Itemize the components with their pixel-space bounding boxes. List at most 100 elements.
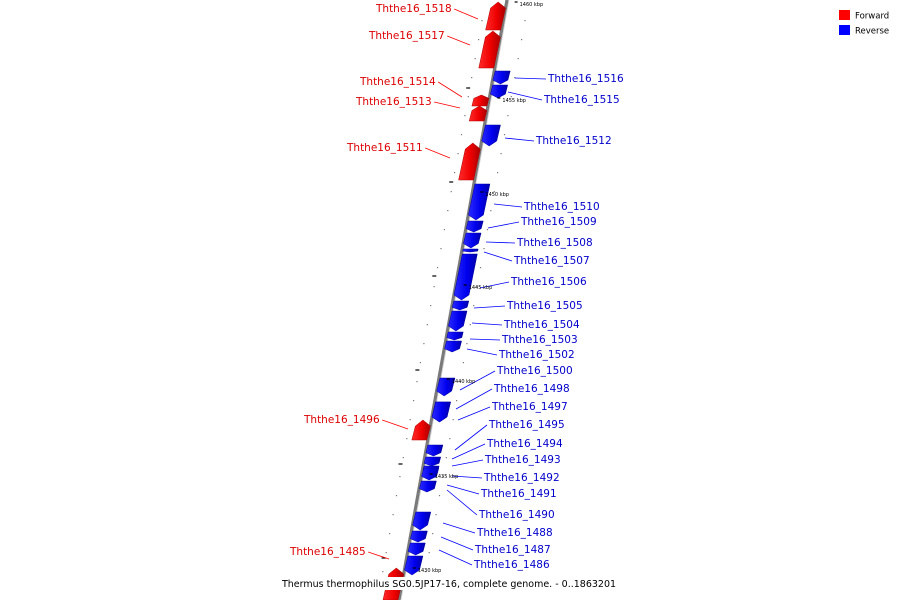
gene-label-ththe16_1492[interactable]: Ththe16_1492 [483, 472, 560, 484]
gene-glyph-ththe16_1516[interactable] [492, 70, 511, 85]
gene-label-ththe16_1506[interactable]: Ththe16_1506 [510, 276, 587, 288]
scale-dot [452, 419, 454, 421]
gene-leader-line [447, 35, 471, 46]
gene-label-ththe16_1493[interactable]: Ththe16_1493 [484, 454, 561, 466]
gene-label-ththe16_1514[interactable]: Ththe16_1514 [359, 76, 436, 88]
gene-label-ththe16_1507[interactable]: Ththe16_1507 [513, 255, 590, 267]
gene-leader-line [434, 101, 461, 109]
gene-label-ththe16_1513[interactable]: Ththe16_1513 [355, 96, 432, 108]
gene-glyph-ththe16_1518[interactable] [485, 1, 506, 31]
gene-label-ththe16_1496[interactable]: Ththe16_1496 [303, 414, 380, 426]
gene-label-ththe16_1511[interactable]: Ththe16_1511 [346, 142, 423, 154]
gene-leader-line [471, 322, 503, 326]
gene-glyph-ththe16_1487[interactable] [407, 542, 426, 556]
gene-label-ththe16_1512[interactable]: Ththe16_1512 [535, 135, 612, 147]
scale-dot [500, 153, 502, 155]
gene-leader-line [473, 305, 506, 309]
gene-leader-line [368, 551, 390, 560]
scale-dot [503, 134, 506, 136]
gene-label-ththe16_1515[interactable]: Ththe16_1515 [543, 94, 620, 106]
gene-label-ththe16_1504[interactable]: Ththe16_1504 [503, 319, 580, 331]
scale-dot [474, 58, 476, 60]
gene-glyph-ththe16_1502[interactable] [444, 340, 462, 353]
gene-leader-line [459, 370, 496, 391]
gene-glyph-ththe16_1497[interactable] [431, 401, 451, 423]
gene-glyph-ththe16_1504[interactable] [448, 310, 468, 332]
scale-dot [432, 533, 434, 535]
scale-dot [416, 381, 418, 383]
gene-glyph-ththe16_1507[interactable] [462, 248, 479, 253]
tick-layer: 1460 kbp 1455 kbp 1450 kbp 1445 kbp 1440 kbp… [412, 1, 544, 574]
gene-label-ththe16_1509[interactable]: Ththe16_1509 [520, 216, 597, 228]
gene-label-ththe16_1485[interactable]: Ththe16_1485 [289, 546, 366, 558]
scale-dot [471, 77, 473, 79]
gene-glyph-ththe16_1508[interactable] [463, 232, 482, 249]
gene-label-ththe16_1490[interactable]: Ththe16_1490 [478, 509, 555, 521]
scale-dot [459, 381, 461, 383]
gene-label-ththe16_1495[interactable]: Ththe16_1495 [488, 419, 565, 431]
gene-glyph-ththe16_1509[interactable] [465, 220, 484, 233]
gene-label-ththe16_1518[interactable]: Ththe16_1518 [375, 3, 452, 15]
gene-leader-line [514, 77, 547, 80]
gene-label-ththe16_1508[interactable]: Ththe16_1508 [516, 237, 593, 249]
gene-label-ththe16_1516[interactable]: Ththe16_1516 [547, 73, 624, 85]
scale-dot [510, 96, 512, 98]
scale-tick-label: 1450 kbp [485, 192, 509, 198]
gene-label-ththe16_1497[interactable]: Ththe16_1497 [491, 401, 568, 413]
scale-dot [423, 343, 425, 345]
gene-leader-line [483, 251, 513, 262]
gene-label-ththe16_1486[interactable]: Ththe16_1486 [473, 559, 550, 571]
scale-dot [521, 39, 523, 41]
scale-dot [473, 305, 475, 307]
scale-dot [382, 571, 384, 573]
gene-label-ththe16_1487[interactable]: Ththe16_1487 [474, 544, 551, 556]
gene-glyph-ththe16_1511[interactable] [458, 142, 481, 181]
gene-label-ththe16_1510[interactable]: Ththe16_1510 [523, 201, 600, 213]
gene-glyph-ththe16_1505[interactable] [451, 300, 470, 311]
scale-tick-label: 1460 kbp [520, 2, 544, 8]
gene-leader-line [451, 443, 486, 460]
gene-glyph-ththe16_1513[interactable] [468, 105, 488, 122]
scale-tick-label: 1445 kbp [469, 285, 493, 291]
gene-glyph-ththe16_1494[interactable] [423, 456, 442, 467]
gene-label-ththe16_1488[interactable]: Ththe16_1488 [476, 527, 553, 539]
scale-dot [467, 96, 469, 98]
gene-glyph-ththe16_1506[interactable] [453, 253, 478, 301]
gene-label-ththe16_1494[interactable]: Ththe16_1494 [486, 438, 563, 450]
gene-glyph-ththe16_1512[interactable] [481, 124, 501, 147]
gene-label-ththe16_1500[interactable]: Ththe16_1500 [496, 365, 573, 377]
scale-dot [443, 229, 445, 231]
gene-glyph-ththe16_1496[interactable] [411, 419, 431, 441]
gene-leader-line [437, 81, 463, 98]
gene-glyph-ththe16_1510[interactable] [468, 183, 491, 221]
gene-label-ththe16_1491[interactable]: Ththe16_1491 [480, 488, 557, 500]
gene-glyph-ththe16_1514[interactable] [471, 94, 490, 107]
tick-dots [381, 20, 526, 573]
scale-dot [392, 514, 394, 516]
gene-glyph-ththe16_1491[interactable] [419, 480, 437, 493]
gene-label-ththe16_1498[interactable]: Ththe16_1498 [493, 383, 570, 395]
scale-dot [497, 172, 499, 174]
gene-leader-line [454, 8, 479, 20]
scale-dot [464, 115, 466, 117]
gene-label-ththe16_1503[interactable]: Ththe16_1503 [501, 334, 578, 346]
gene-label-ththe16_1505[interactable]: Ththe16_1505 [506, 300, 583, 312]
gene-leader-line [485, 241, 516, 244]
gene-leader-line [479, 281, 510, 289]
gene-glyph-ththe16_1490[interactable] [412, 511, 432, 531]
gene-glyph-ththe16_1500[interactable] [436, 377, 456, 397]
scale-dot [486, 229, 488, 231]
scale-dot [395, 495, 398, 497]
scale-dot [430, 305, 432, 307]
gene-glyph-ththe16_1503[interactable] [446, 331, 464, 341]
gene-glyph-ththe16_1517[interactable] [478, 30, 501, 69]
gene-label-ththe16_1517[interactable]: Ththe16_1517 [368, 30, 445, 42]
scale-dot [524, 20, 526, 22]
legend: Forward Reverse [839, 10, 889, 37]
gene-glyph-ththe16_1486[interactable] [404, 555, 424, 576]
gene-glyph-ththe16_1488[interactable] [410, 530, 428, 543]
gene-glyph-ththe16_1515[interactable] [490, 84, 509, 99]
gene-label-ththe16_1502[interactable]: Ththe16_1502 [498, 349, 575, 361]
gene-glyph-ththe16_1495[interactable] [425, 444, 444, 457]
